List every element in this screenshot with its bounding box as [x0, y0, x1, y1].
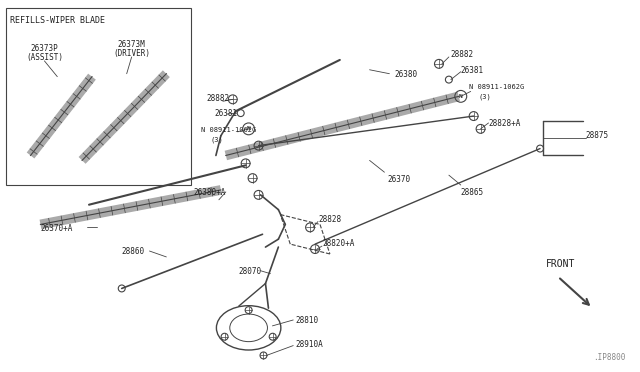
Text: (3): (3) — [211, 137, 224, 143]
Text: 28860: 28860 — [122, 247, 145, 256]
Text: 28828+A: 28828+A — [488, 119, 521, 128]
Text: 26373M: 26373M — [118, 40, 145, 49]
Text: 26373P: 26373P — [31, 44, 58, 53]
Text: 28882: 28882 — [206, 94, 229, 103]
Text: 28875: 28875 — [586, 131, 609, 140]
Text: 26380: 26380 — [394, 70, 417, 79]
Text: REFILLS-WIPER BLADE: REFILLS-WIPER BLADE — [10, 16, 105, 25]
Text: N: N — [247, 126, 250, 131]
Text: 28828: 28828 — [318, 215, 341, 224]
Text: (3): (3) — [479, 93, 492, 100]
Text: 28882: 28882 — [451, 50, 474, 59]
Text: (DRIVER): (DRIVER) — [113, 49, 150, 58]
Text: 28910A: 28910A — [295, 340, 323, 349]
Text: N 08911-1062G: N 08911-1062G — [201, 127, 256, 133]
Text: 26380+A: 26380+A — [193, 188, 225, 197]
Text: FRONT: FRONT — [546, 259, 575, 269]
Text: 26381: 26381 — [461, 66, 484, 75]
Bar — [6, 8, 191, 185]
Text: 26381: 26381 — [215, 109, 238, 118]
Text: .IP8800: .IP8800 — [593, 353, 625, 362]
Text: (ASSIST): (ASSIST) — [26, 53, 63, 62]
Text: 28865: 28865 — [461, 188, 484, 197]
Text: N: N — [459, 94, 463, 99]
Text: 28820+A: 28820+A — [322, 239, 355, 248]
Text: 28070: 28070 — [239, 267, 262, 276]
Text: 28810: 28810 — [295, 316, 318, 325]
Text: N 08911-1062G: N 08911-1062G — [468, 84, 524, 90]
Text: 26370+A: 26370+A — [40, 224, 73, 233]
Text: 26370: 26370 — [387, 175, 410, 184]
